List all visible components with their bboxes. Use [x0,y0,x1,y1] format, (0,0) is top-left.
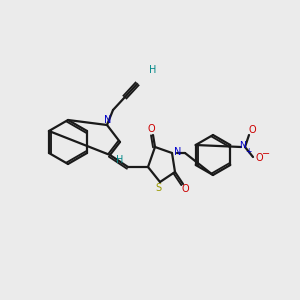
Text: −: − [262,149,270,159]
Text: O: O [147,124,155,134]
Text: +: + [245,146,251,155]
Text: O: O [181,184,189,194]
Text: N: N [174,147,182,157]
Text: H: H [116,155,124,165]
Text: H: H [149,65,157,75]
Text: S: S [155,183,161,193]
Text: N: N [240,142,246,151]
Text: N: N [104,115,112,125]
Text: O: O [255,153,263,163]
Text: O: O [248,125,256,135]
